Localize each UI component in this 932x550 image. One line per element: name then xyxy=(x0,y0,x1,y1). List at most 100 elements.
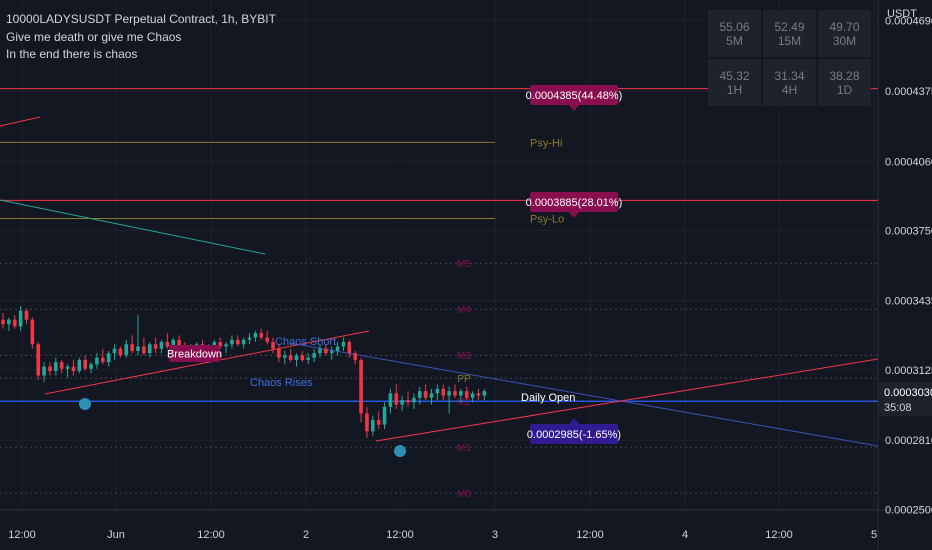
symbol-title: 10000LADYSUSDT Perpetual Contract, 1h, B… xyxy=(6,12,276,26)
candle-body xyxy=(48,366,52,372)
candle-body xyxy=(423,391,428,398)
rsi-timeframe: 1D xyxy=(836,82,853,97)
candle-body xyxy=(177,339,181,347)
candle-body xyxy=(353,353,357,360)
candle-body xyxy=(147,344,152,354)
breakdown-label: Breakdown xyxy=(167,349,222,361)
candle-body xyxy=(100,357,105,363)
y-tick-label: 0.0002810 xyxy=(885,435,932,447)
candle-body xyxy=(265,337,269,343)
chaos-rises-label: Chaos Rises xyxy=(250,377,313,389)
candle-body xyxy=(376,420,381,425)
candle-body xyxy=(7,319,11,325)
candle-body xyxy=(277,348,281,358)
candle-body xyxy=(464,391,469,398)
candle-body xyxy=(282,355,287,358)
candle-body xyxy=(359,359,363,414)
rsi-value: 55.06 xyxy=(719,19,750,34)
target-upper-callout: 0.0004385(44.48%) xyxy=(526,90,623,102)
candle-body xyxy=(347,342,352,354)
candle-body xyxy=(312,353,316,358)
psy-hi-label: Psy-Hi xyxy=(530,137,562,149)
candle-body xyxy=(447,391,451,396)
candle-body xyxy=(224,344,228,347)
target-lower-callout-bg xyxy=(530,192,618,212)
candle-body xyxy=(341,342,346,347)
signal-dot xyxy=(394,445,406,457)
target-lower-callout-pointer xyxy=(569,212,579,218)
axis-currency: USDT xyxy=(887,8,917,20)
pivot-label-m4: M4 xyxy=(457,305,471,316)
candle-body xyxy=(329,350,334,354)
candle-body xyxy=(429,393,434,398)
candle-body xyxy=(171,339,176,347)
rsi-value: 52.49 xyxy=(774,19,805,34)
target-lower-callout: 0.0003885(28.01%) xyxy=(526,197,623,209)
rsi-cell-15m: 52.49 15M xyxy=(763,10,816,57)
candle-body xyxy=(112,348,117,354)
candle-body xyxy=(271,342,275,349)
current-price-label: 0.0003030 xyxy=(884,387,932,399)
candle-body xyxy=(388,393,393,407)
rsi-timeframe: 4H xyxy=(781,82,798,97)
candle-body xyxy=(165,342,170,347)
current-price-badge-bg xyxy=(879,382,932,417)
countdown-label: 35:08 xyxy=(884,402,912,414)
x-tick-label: 3 xyxy=(492,529,498,541)
rsi-cell-30m: 49.70 30M xyxy=(818,10,871,57)
teal-trendline xyxy=(0,199,266,255)
rsi-value: 49.70 xyxy=(829,19,860,34)
candle-body xyxy=(470,393,475,398)
pivot-label-pp: PP xyxy=(457,374,471,385)
rsi-cell-4h: 31.34 4H xyxy=(763,59,816,106)
candle-body xyxy=(453,391,457,396)
target-upper-callout-bg xyxy=(530,85,618,105)
y-tick-label: 0.0003125 xyxy=(885,365,932,377)
breakdown-label-bg xyxy=(169,345,220,362)
candle-body xyxy=(59,362,64,369)
rsi-timeframe: 5M xyxy=(726,33,743,48)
x-tick-label: 12:00 xyxy=(576,529,604,541)
candle-body xyxy=(218,342,222,347)
candle-body xyxy=(259,333,264,338)
pivot-label-m3: M3 xyxy=(457,351,471,362)
psy-lo-label: Psy-Lo xyxy=(530,214,564,226)
rsi-timeframe: 30M xyxy=(832,33,857,48)
candle-body xyxy=(212,342,217,347)
candle-body xyxy=(65,366,70,369)
candle-body xyxy=(18,310,23,327)
candle-body xyxy=(365,413,369,432)
candle-body xyxy=(476,393,481,396)
y-tick-label: 0.0004375 xyxy=(885,86,932,98)
y-tick-label: 0.0004690 xyxy=(885,16,932,28)
candle-body xyxy=(371,420,375,432)
rising-wedge-line xyxy=(44,330,370,395)
y-tick-label: 0.0003435 xyxy=(885,296,932,308)
candle-body xyxy=(236,339,240,345)
x-tick-label: Jun xyxy=(107,529,125,541)
daily-open-label: Daily Open xyxy=(521,392,575,404)
candle-body xyxy=(435,388,440,394)
candle-body xyxy=(159,342,164,349)
breakout-support-line xyxy=(375,358,879,442)
candle-body xyxy=(83,359,87,369)
candle-body xyxy=(230,339,234,345)
candle-body xyxy=(54,362,58,372)
candle-body xyxy=(324,348,328,354)
pivot-label-m1: M1 xyxy=(457,443,471,454)
indicator-line-1: Give me death or give me Chaos xyxy=(6,30,182,44)
candle-body xyxy=(12,319,17,327)
candle-body xyxy=(30,319,35,345)
candle-body xyxy=(288,355,293,360)
candle-body xyxy=(241,339,246,345)
x-tick-label: 12:00 xyxy=(197,529,225,541)
candle-body xyxy=(394,393,399,405)
candle-body xyxy=(118,348,123,356)
chaos-short-line xyxy=(289,342,879,447)
y-tick-label: 0.0004060 xyxy=(885,156,932,168)
target-upper-callout-pointer xyxy=(569,105,579,111)
candle-body xyxy=(95,357,99,365)
rsi-value: 38.28 xyxy=(829,68,860,83)
candle-body xyxy=(318,348,322,354)
